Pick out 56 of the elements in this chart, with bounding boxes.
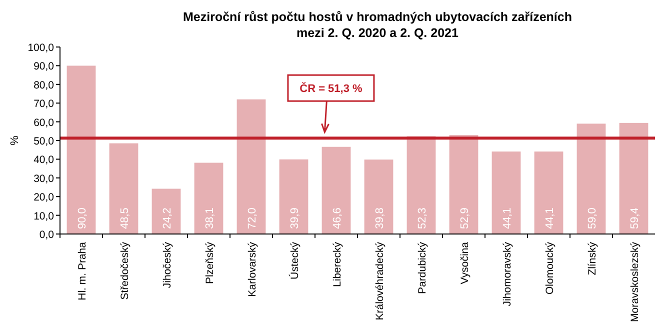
x-tick-label: Karlovarský bbox=[246, 241, 258, 297]
data-label: 44,1 bbox=[501, 208, 514, 229]
data-label: 59,4 bbox=[628, 208, 641, 229]
data-label: 90,0 bbox=[76, 208, 88, 229]
x-tick-label: Pardubický bbox=[416, 241, 428, 294]
bar bbox=[152, 188, 181, 234]
y-tick-label: 30,0 bbox=[34, 172, 54, 185]
data-label: 52,9 bbox=[458, 208, 471, 229]
y-tick-label: 50,0 bbox=[34, 136, 54, 148]
y-tick-label: 20,0 bbox=[34, 192, 54, 204]
y-tick-label: 100,0 bbox=[28, 42, 54, 54]
x-tick-label: Středočeský bbox=[118, 241, 131, 300]
x-tick-label: Královéhradecký bbox=[374, 241, 386, 320]
data-label: 46,6 bbox=[331, 208, 344, 229]
ref-line-label: ČR = 51,3 % bbox=[300, 82, 363, 96]
bar bbox=[619, 122, 648, 234]
x-tick-label: Moravskoslezský bbox=[628, 241, 641, 322]
x-tick-label: Jihočeský bbox=[161, 241, 174, 288]
data-label: 59,0 bbox=[586, 208, 598, 229]
data-label: 72,0 bbox=[246, 208, 258, 229]
data-label: 44,1 bbox=[544, 208, 556, 229]
x-tick-label: Liberecký bbox=[331, 241, 344, 287]
x-tick-label: Ústecký bbox=[288, 241, 301, 280]
x-tick-label: Jihomoravský bbox=[501, 241, 514, 306]
y-axis-title: % bbox=[9, 135, 21, 146]
bar bbox=[194, 162, 224, 234]
chart-title: Meziroční růst počtu hostů v hromadných ubytovacích zařízeních mezi 2. Q. 2020 a 2. Q. 2021 bbox=[183, 10, 572, 40]
bar bbox=[406, 136, 436, 234]
y-tick-label: 90,0 bbox=[34, 60, 54, 73]
bar bbox=[576, 124, 606, 234]
y-tick-label: 80,0 bbox=[34, 79, 54, 92]
bar bbox=[236, 99, 266, 234]
x-tick-label: Zlínský bbox=[586, 241, 598, 276]
bar bbox=[534, 152, 564, 234]
bar bbox=[364, 160, 394, 234]
x-tick-label: Hl. m. Praha bbox=[76, 242, 88, 300]
bar bbox=[279, 159, 308, 234]
data-label: 52,3 bbox=[416, 208, 428, 229]
data-label: 24,2 bbox=[161, 208, 174, 229]
data-label: 39,9 bbox=[288, 208, 301, 229]
y-tick-label: 60,0 bbox=[34, 116, 54, 129]
data-label: 38,1 bbox=[204, 208, 216, 229]
y-tick-label: 0,0 bbox=[39, 229, 54, 241]
x-tick-label: Vysočina bbox=[458, 242, 471, 284]
y-tick-label: 40,0 bbox=[34, 154, 54, 166]
bar bbox=[66, 66, 96, 234]
bar bbox=[322, 146, 351, 234]
x-tick-label: Plzeňský bbox=[204, 241, 216, 284]
data-label: 39,8 bbox=[374, 208, 386, 229]
bar bbox=[109, 143, 138, 234]
bar bbox=[449, 135, 478, 234]
x-tick-label: Olomoucký bbox=[544, 241, 556, 295]
y-tick-label: 70,0 bbox=[34, 98, 54, 110]
y-tick-label: 10,0 bbox=[34, 210, 54, 222]
bar bbox=[492, 152, 521, 234]
data-label: 48,5 bbox=[118, 208, 131, 229]
